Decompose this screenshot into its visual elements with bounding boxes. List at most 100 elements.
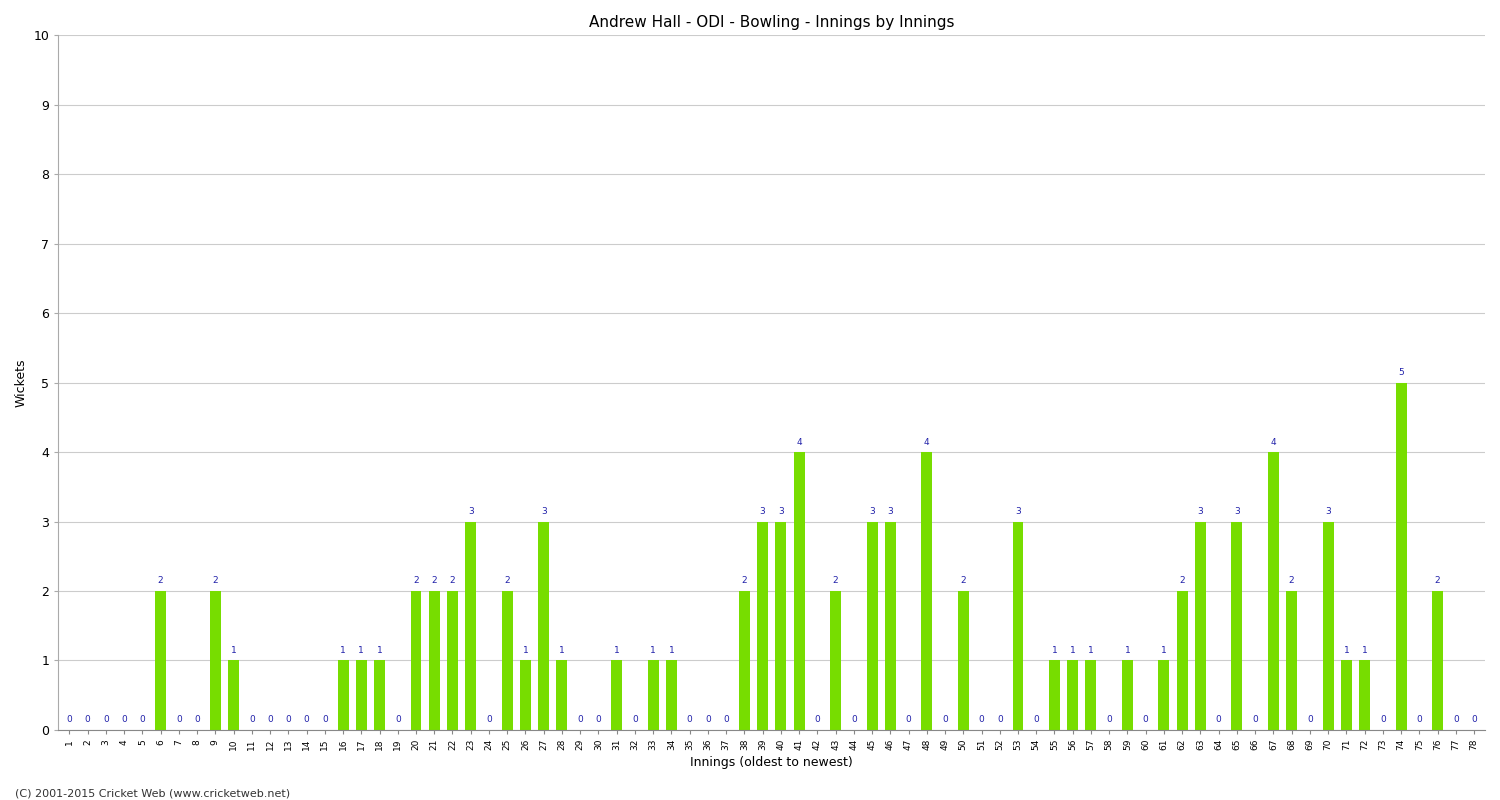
Text: 1: 1 [1088, 646, 1094, 655]
Bar [885, 522, 896, 730]
Text: 0: 0 [322, 715, 327, 724]
Title: Andrew Hall - ODI - Bowling - Innings by Innings: Andrew Hall - ODI - Bowling - Innings by… [590, 15, 954, 30]
Text: 0: 0 [815, 715, 821, 724]
Bar [210, 591, 220, 730]
Text: 1: 1 [340, 646, 346, 655]
Bar [794, 452, 804, 730]
Y-axis label: Wickets: Wickets [15, 358, 28, 407]
Text: 0: 0 [104, 715, 110, 724]
Bar [867, 522, 877, 730]
Bar [447, 591, 458, 730]
Text: 1: 1 [231, 646, 237, 655]
Bar [610, 661, 622, 730]
Text: 1: 1 [1125, 646, 1131, 655]
Text: 3: 3 [868, 507, 874, 516]
Text: 1: 1 [1052, 646, 1058, 655]
Bar [501, 591, 513, 730]
Text: 0: 0 [285, 715, 291, 724]
Bar [921, 452, 933, 730]
Text: 3: 3 [778, 507, 783, 516]
Text: 1: 1 [614, 646, 620, 655]
Text: 0: 0 [1143, 715, 1149, 724]
Text: 2: 2 [741, 577, 747, 586]
Bar [1013, 522, 1023, 730]
Bar [465, 522, 476, 730]
Text: 2: 2 [158, 577, 164, 586]
Text: 2: 2 [213, 577, 217, 586]
Text: 0: 0 [1034, 715, 1040, 724]
Text: 1: 1 [1362, 646, 1368, 655]
Bar [1232, 522, 1242, 730]
Text: 3: 3 [1016, 507, 1022, 516]
Bar [740, 591, 750, 730]
Text: 3: 3 [1197, 507, 1203, 516]
Text: 5: 5 [1398, 368, 1404, 377]
Text: 0: 0 [1216, 715, 1221, 724]
Text: 0: 0 [249, 715, 255, 724]
Text: 3: 3 [1324, 507, 1330, 516]
Text: 0: 0 [176, 715, 181, 724]
Text: 3: 3 [542, 507, 546, 516]
Bar [228, 661, 238, 730]
Text: 0: 0 [578, 715, 584, 724]
Bar [1086, 661, 1096, 730]
Bar [1158, 661, 1170, 730]
Text: 0: 0 [596, 715, 602, 724]
Text: 1: 1 [1344, 646, 1348, 655]
Bar [1341, 661, 1352, 730]
Text: 0: 0 [1380, 715, 1386, 724]
Text: 1: 1 [376, 646, 382, 655]
Text: 4: 4 [1270, 438, 1276, 446]
Text: 0: 0 [1252, 715, 1258, 724]
Text: (C) 2001-2015 Cricket Web (www.cricketweb.net): (C) 2001-2015 Cricket Web (www.cricketwe… [15, 788, 290, 798]
Bar [1068, 661, 1078, 730]
Bar [520, 661, 531, 730]
Text: 2: 2 [1436, 577, 1440, 586]
Text: 0: 0 [267, 715, 273, 724]
Text: 4: 4 [796, 438, 802, 446]
Text: 2: 2 [1179, 577, 1185, 586]
Text: 0: 0 [1454, 715, 1458, 724]
Bar [1268, 452, 1280, 730]
Text: 0: 0 [303, 715, 309, 724]
Text: 1: 1 [651, 646, 656, 655]
Bar [1122, 661, 1132, 730]
Text: 2: 2 [833, 577, 839, 586]
Text: 0: 0 [723, 715, 729, 724]
Text: 1: 1 [358, 646, 364, 655]
Text: 0: 0 [194, 715, 200, 724]
Text: 0: 0 [1416, 715, 1422, 724]
Bar [556, 661, 567, 730]
Text: 4: 4 [924, 438, 930, 446]
Text: 0: 0 [850, 715, 856, 724]
Bar [1176, 591, 1188, 730]
Text: 0: 0 [632, 715, 638, 724]
Bar [1286, 591, 1298, 730]
Bar [538, 522, 549, 730]
Bar [1359, 661, 1370, 730]
Text: 0: 0 [122, 715, 128, 724]
Text: 1: 1 [1070, 646, 1076, 655]
Text: 1: 1 [669, 646, 675, 655]
Text: 1: 1 [1161, 646, 1167, 655]
Text: 0: 0 [978, 715, 984, 724]
Text: 2: 2 [450, 577, 456, 586]
Text: 3: 3 [1234, 507, 1240, 516]
Bar [958, 591, 969, 730]
Text: 2: 2 [504, 577, 510, 586]
Bar [758, 522, 768, 730]
Text: 0: 0 [1306, 715, 1312, 724]
Bar [1395, 382, 1407, 730]
Text: 1: 1 [522, 646, 528, 655]
Bar [666, 661, 676, 730]
Bar [776, 522, 786, 730]
Text: 0: 0 [998, 715, 1002, 724]
Text: 0: 0 [1472, 715, 1478, 724]
Bar [648, 661, 658, 730]
Text: 3: 3 [759, 507, 765, 516]
Text: 2: 2 [413, 577, 419, 586]
Text: 0: 0 [942, 715, 948, 724]
Bar [1048, 661, 1060, 730]
Bar [830, 591, 842, 730]
Text: 3: 3 [888, 507, 892, 516]
